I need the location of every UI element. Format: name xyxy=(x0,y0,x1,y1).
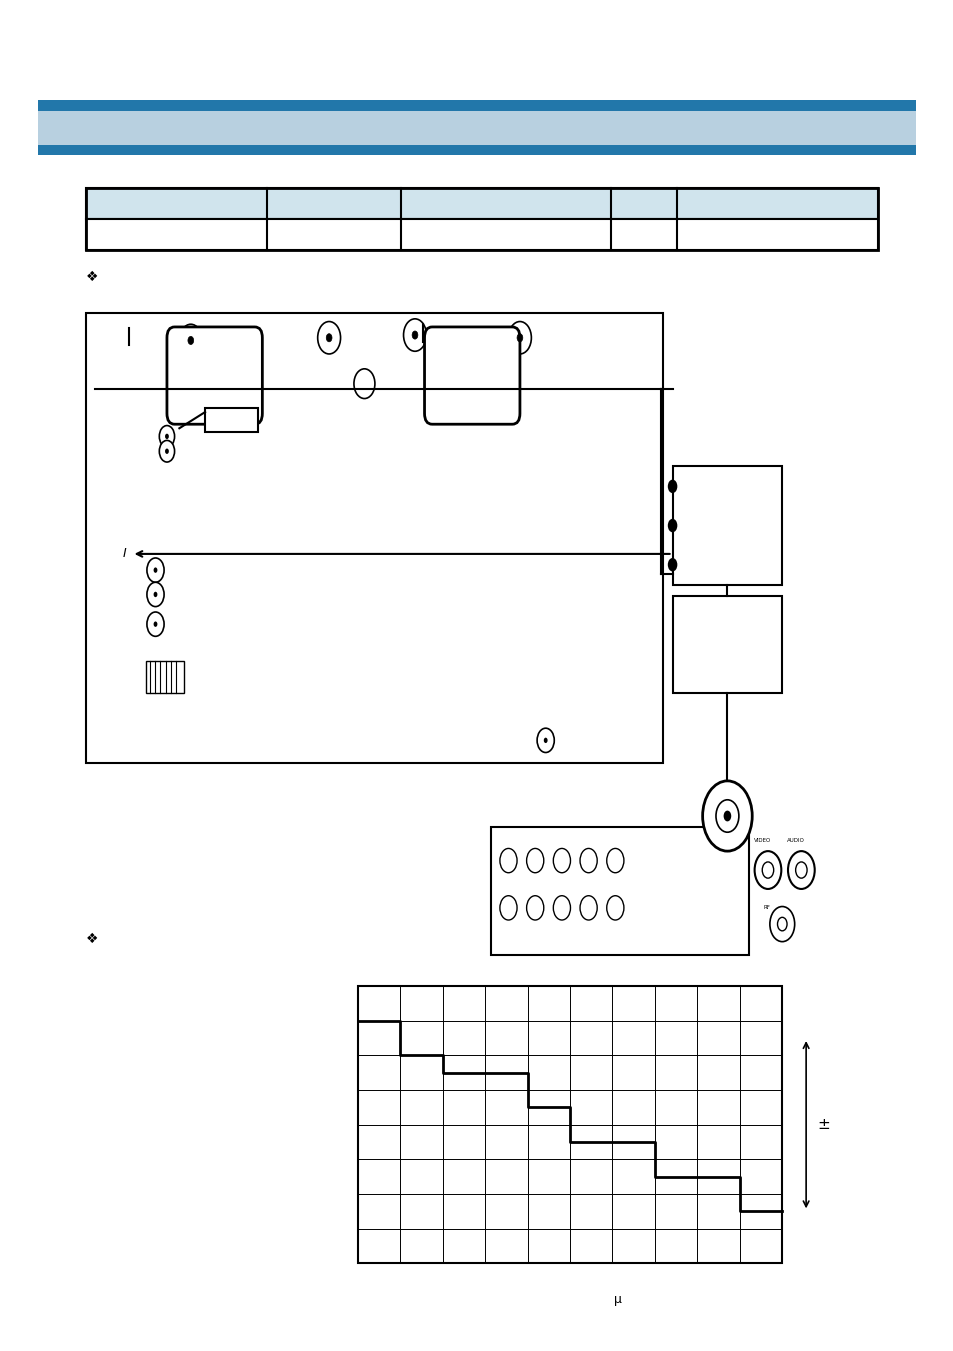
Circle shape xyxy=(147,612,164,636)
Circle shape xyxy=(606,896,623,920)
Circle shape xyxy=(499,896,517,920)
Circle shape xyxy=(188,336,193,345)
Bar xyxy=(86,313,662,763)
Circle shape xyxy=(499,848,517,873)
Circle shape xyxy=(667,558,677,571)
Circle shape xyxy=(165,449,169,454)
Bar xyxy=(38,131,915,138)
Circle shape xyxy=(543,738,547,743)
Circle shape xyxy=(147,582,164,607)
Text: AUDIO: AUDIO xyxy=(786,838,804,843)
FancyBboxPatch shape xyxy=(424,327,519,424)
Text: I: I xyxy=(175,663,178,674)
Circle shape xyxy=(508,322,531,354)
Bar xyxy=(86,219,877,250)
Circle shape xyxy=(606,848,623,873)
Circle shape xyxy=(159,440,174,462)
Circle shape xyxy=(553,896,570,920)
Circle shape xyxy=(777,917,786,931)
Circle shape xyxy=(412,331,417,339)
Text: ±: ± xyxy=(817,1117,829,1132)
Bar xyxy=(205,408,257,432)
Bar xyxy=(38,100,915,111)
Text: VIDEO: VIDEO xyxy=(753,838,770,843)
Bar xyxy=(38,145,915,155)
Bar xyxy=(146,661,184,693)
Bar xyxy=(38,124,915,131)
Bar xyxy=(672,466,781,585)
Circle shape xyxy=(165,434,169,439)
Circle shape xyxy=(153,621,157,627)
Bar xyxy=(491,827,748,955)
Circle shape xyxy=(715,800,738,832)
Circle shape xyxy=(754,851,781,889)
Circle shape xyxy=(153,567,157,573)
Bar xyxy=(86,188,877,250)
Circle shape xyxy=(579,848,597,873)
Bar xyxy=(357,986,781,1263)
Bar xyxy=(86,188,877,219)
Circle shape xyxy=(787,851,814,889)
Text: I: I xyxy=(123,547,127,561)
Text: μ: μ xyxy=(613,1293,621,1306)
Circle shape xyxy=(579,896,597,920)
Circle shape xyxy=(354,369,375,399)
Circle shape xyxy=(553,848,570,873)
Circle shape xyxy=(147,558,164,582)
Bar xyxy=(672,596,781,693)
FancyBboxPatch shape xyxy=(167,327,262,424)
Text: ❖: ❖ xyxy=(86,270,98,284)
Bar xyxy=(38,118,915,124)
Circle shape xyxy=(403,319,426,351)
Circle shape xyxy=(701,781,751,851)
Text: ❖: ❖ xyxy=(86,932,98,946)
Circle shape xyxy=(179,324,202,357)
Circle shape xyxy=(795,862,806,878)
Circle shape xyxy=(761,862,773,878)
Circle shape xyxy=(326,334,332,342)
Bar xyxy=(38,111,915,118)
Circle shape xyxy=(159,426,174,447)
Circle shape xyxy=(526,848,543,873)
Circle shape xyxy=(667,480,677,493)
Circle shape xyxy=(317,322,340,354)
Text: RF: RF xyxy=(762,905,769,911)
Circle shape xyxy=(153,592,157,597)
Text: II: II xyxy=(171,415,175,423)
Circle shape xyxy=(537,728,554,753)
Bar xyxy=(38,138,915,145)
Circle shape xyxy=(526,896,543,920)
Circle shape xyxy=(722,811,731,821)
Circle shape xyxy=(517,334,522,342)
Circle shape xyxy=(667,519,677,532)
Circle shape xyxy=(769,907,794,942)
